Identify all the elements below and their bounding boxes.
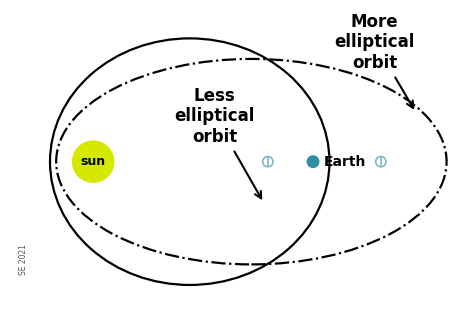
Text: SE 2021: SE 2021 (19, 244, 28, 275)
Text: More
elliptical
orbit: More elliptical orbit (335, 13, 415, 108)
Circle shape (376, 156, 386, 167)
Circle shape (307, 156, 319, 167)
Text: sun: sun (81, 155, 106, 168)
Circle shape (263, 156, 273, 167)
Circle shape (73, 141, 114, 182)
Text: Earth: Earth (323, 155, 365, 169)
Text: Less
elliptical
orbit: Less elliptical orbit (174, 87, 261, 198)
